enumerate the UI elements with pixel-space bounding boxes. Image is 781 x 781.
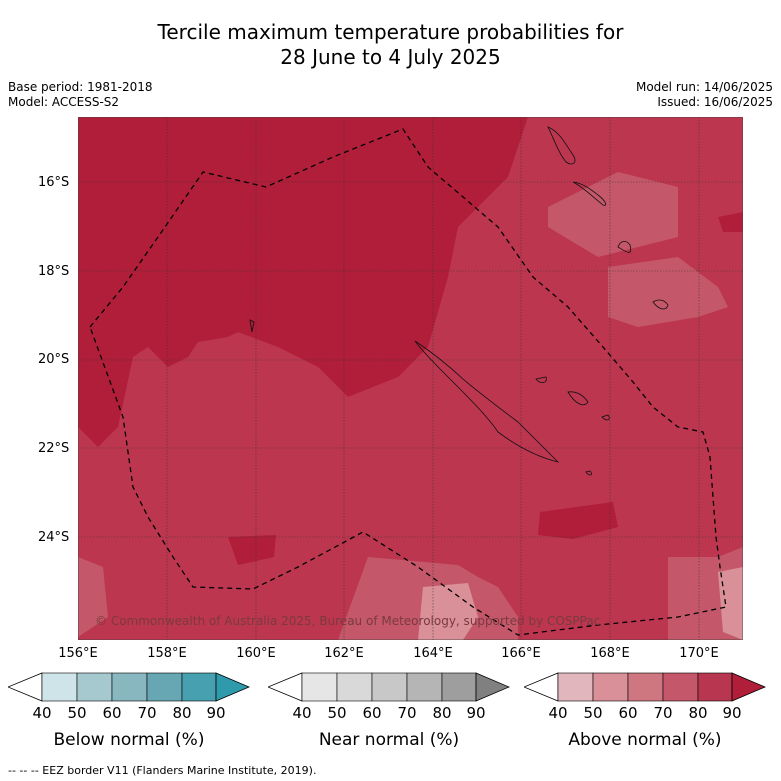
chesterfield-outline xyxy=(249,319,255,333)
colorbar-label-near: Near normal (%) xyxy=(318,730,460,750)
lon-label-156e: 156°E xyxy=(58,646,98,661)
high-prob-region-sw xyxy=(228,535,276,565)
base-period: Base period: 1981-2018 xyxy=(8,80,153,94)
colorbar-label-below: Below normal (%) xyxy=(53,730,205,750)
meta-left: Base period: 1981-2018 Model: ACCESS-S2 xyxy=(8,80,153,110)
tick-label: 70 xyxy=(137,704,157,722)
tick-label: 70 xyxy=(653,704,673,722)
cbar-below-bin-5 xyxy=(181,672,217,702)
vanuatu-south-outline xyxy=(617,241,632,253)
tick-label: 80 xyxy=(172,704,192,722)
chart-title: Tercile maximum temperature probabilitie… xyxy=(0,20,781,70)
cbar-below-arrow-right xyxy=(215,672,250,702)
eez-border xyxy=(89,128,727,636)
lat-label-20s: 20°S xyxy=(38,352,70,367)
lon-label-168e: 168°E xyxy=(590,646,630,661)
lon-label-160e: 160°E xyxy=(236,646,276,661)
cbar-above-bin-1 xyxy=(557,672,594,702)
tick-label: 60 xyxy=(102,704,122,722)
lat-label-22s: 22°S xyxy=(38,441,70,456)
high-prob-region-south xyxy=(538,502,618,539)
title-line-1: Tercile maximum temperature probabilitie… xyxy=(157,20,624,44)
colorbar-label-above: Above normal (%) xyxy=(568,730,722,750)
lon-label-162e: 162°E xyxy=(324,646,364,661)
tick-label: 60 xyxy=(618,704,638,722)
meta-right: Model run: 14/06/2025 Issued: 16/06/2025 xyxy=(636,80,773,110)
lon-label-166e: 166°E xyxy=(501,646,541,661)
tick-label: 50 xyxy=(327,704,347,722)
map-credit: © Commonwealth of Australia 2025, Bureau… xyxy=(95,614,601,628)
cbar-below-bin-1 xyxy=(41,672,78,702)
lat-label-18s: 18°S xyxy=(38,264,70,279)
lat-label-24s: 24°S xyxy=(38,530,70,545)
cbar-below-bin-2 xyxy=(76,672,113,702)
cbar-near-arrow-right xyxy=(475,672,510,702)
lifou-outline xyxy=(535,376,547,383)
mid-prob-region-sw xyxy=(78,557,108,637)
title-line-2: 28 June to 4 July 2025 xyxy=(280,45,501,69)
tick-label: 90 xyxy=(206,704,226,722)
vanuatu-central-outline xyxy=(572,181,607,206)
eez-footnote: -- -- -- EEZ border V11 (Flanders Marine… xyxy=(8,764,317,777)
cbar-near-bin-4 xyxy=(406,672,443,702)
cbar-above-bin-5 xyxy=(697,672,733,702)
probability-map xyxy=(78,117,743,640)
tick-label: 40 xyxy=(32,704,52,722)
efate-outline xyxy=(652,299,669,310)
cbar-above-bin-3 xyxy=(627,672,664,702)
colorbar-below-normal xyxy=(8,672,250,702)
tick-label: 90 xyxy=(466,704,486,722)
cbar-above-bin-2 xyxy=(592,672,629,702)
cbar-above-bin-4 xyxy=(662,672,699,702)
cbar-below-bin-4 xyxy=(146,672,183,702)
model-run: Model run: 14/06/2025 xyxy=(635,80,773,94)
high-prob-region xyxy=(78,117,528,447)
mare-outline xyxy=(601,414,610,421)
graticule xyxy=(78,117,743,640)
vanuatu-north-outline xyxy=(547,126,576,165)
tick-label: 80 xyxy=(688,704,708,722)
lat-label-16s: 16°S xyxy=(38,175,70,190)
tick-label: 40 xyxy=(292,704,312,722)
tick-label: 50 xyxy=(583,704,603,722)
low-prob-region-se xyxy=(718,567,743,640)
cbar-near-bin-5 xyxy=(441,672,477,702)
mid-prob-region-e xyxy=(608,257,728,327)
cbar-below-arrow-left xyxy=(8,672,43,702)
cbar-near-bin-3 xyxy=(371,672,408,702)
lon-label-170e: 170°E xyxy=(679,646,719,661)
walpole-outline xyxy=(585,470,593,476)
cbar-near-bin-1 xyxy=(301,672,338,702)
lon-label-164e: 164°E xyxy=(413,646,453,661)
cbar-near-arrow-left xyxy=(268,672,303,702)
model-name: Model: ACCESS-S2 xyxy=(8,95,120,109)
colorbar-near-normal xyxy=(268,672,510,702)
tick-label: 40 xyxy=(548,704,568,722)
high-prob-region-east xyxy=(718,212,743,232)
lon-label-158e: 158°E xyxy=(147,646,187,661)
issued-date: Issued: 16/06/2025 xyxy=(657,95,773,109)
cbar-below-bin-3 xyxy=(111,672,148,702)
tick-label: 90 xyxy=(722,704,742,722)
tick-label: 70 xyxy=(397,704,417,722)
tick-label: 80 xyxy=(432,704,452,722)
cbar-above-arrow-right xyxy=(731,672,766,702)
cbar-near-bin-2 xyxy=(336,672,373,702)
colorbar-above-normal xyxy=(524,672,766,702)
tick-label: 50 xyxy=(67,704,87,722)
new-caledonia-outline xyxy=(414,340,560,463)
coastlines xyxy=(249,126,669,476)
cbar-above-arrow-left xyxy=(524,672,559,702)
mid-prob-region-ne xyxy=(548,172,678,257)
loyalty-islands-outline xyxy=(567,391,589,406)
tick-label: 60 xyxy=(362,704,382,722)
